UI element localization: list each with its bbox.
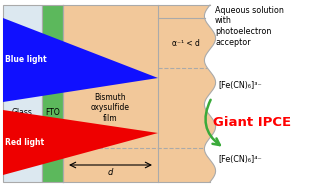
Text: Bismuth
oxysulfide
film: Bismuth oxysulfide film [91, 93, 130, 123]
Polygon shape [3, 110, 158, 175]
Bar [3, 5, 42, 182]
Bar [42, 5, 63, 182]
FancyArrowPatch shape [206, 100, 220, 145]
Text: Aqueous solution
with
photoelectron
acceptor: Aqueous solution with photoelectron acce… [215, 6, 284, 47]
Text: α⁻¹ < d: α⁻¹ < d [172, 39, 200, 47]
Text: Red light: Red light [5, 138, 44, 147]
Text: Glass: Glass [12, 108, 33, 117]
Polygon shape [3, 18, 158, 102]
Polygon shape [63, 5, 216, 182]
Text: d: d [108, 168, 113, 177]
Text: [Fe(CN)₆]³⁻: [Fe(CN)₆]³⁻ [218, 81, 262, 91]
Text: Giant IPCE: Giant IPCE [213, 116, 292, 129]
Text: Blue light: Blue light [5, 56, 46, 64]
Text: FTO: FTO [45, 108, 60, 117]
Text: [Fe(CN)₆]⁴⁻: [Fe(CN)₆]⁴⁻ [218, 155, 262, 164]
